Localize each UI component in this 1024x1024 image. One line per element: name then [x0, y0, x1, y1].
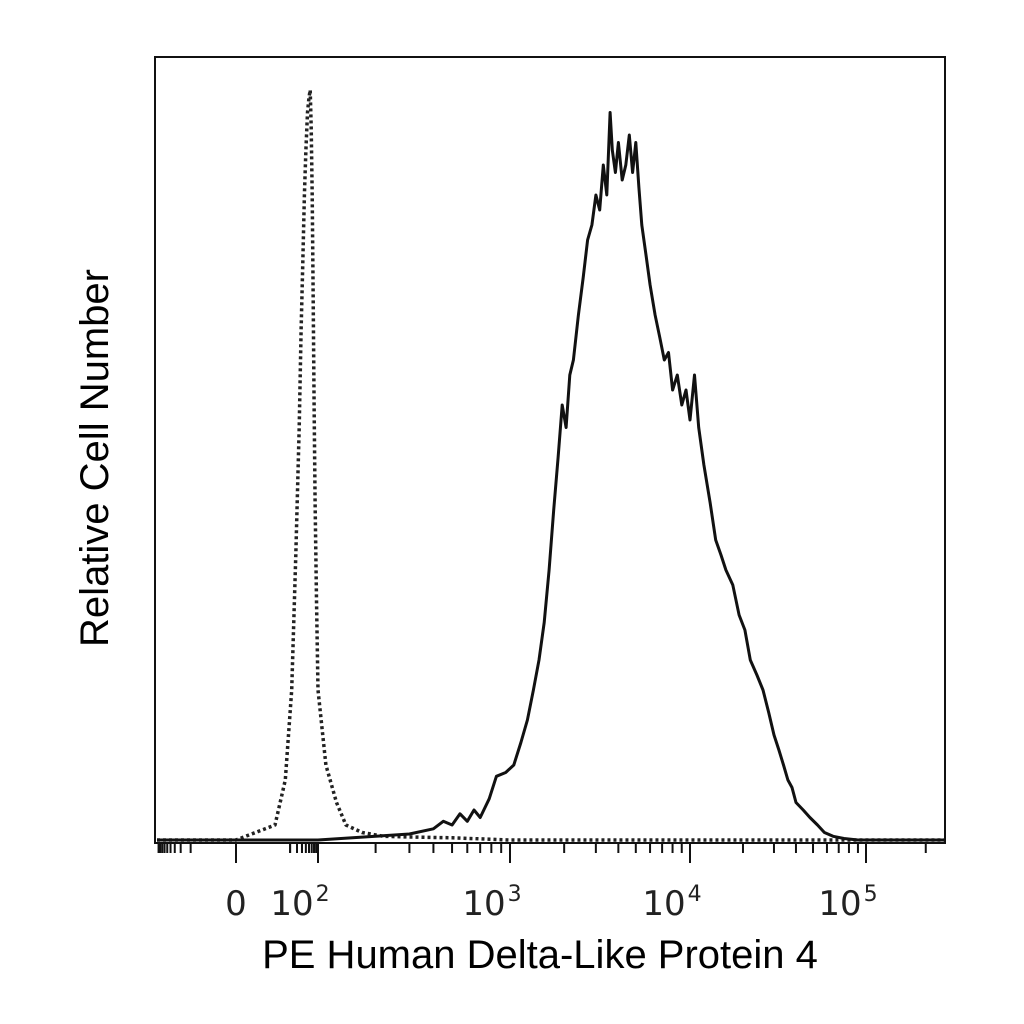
x-tick-label: 105 — [818, 882, 877, 924]
series-layer — [157, 88, 945, 842]
plot-frame — [154, 56, 946, 844]
x-tick-label-exponent: 3 — [508, 882, 522, 907]
stained-sample-series-line — [157, 111, 945, 842]
x-tick-label-base: 10 — [642, 884, 685, 924]
x-tick-label-exponent: 4 — [688, 882, 702, 907]
x-axis-tick-labels: 0 102 103 104 105 — [225, 882, 877, 924]
x-tick-label-base: 10 — [462, 884, 505, 924]
x-tick-label-exponent: 2 — [316, 882, 330, 907]
x-tick-label: 103 — [462, 882, 521, 924]
x-axis-ticks — [157, 843, 927, 863]
x-tick-label-base: 10 — [818, 884, 861, 924]
x-tick-label: 0 — [225, 884, 247, 924]
x-tick-label-base: 10 — [270, 884, 313, 924]
x-tick-label-exponent: 5 — [864, 882, 878, 907]
y-axis-label: Relative Cell Number — [73, 269, 117, 647]
x-tick-label: 102 — [270, 882, 329, 924]
x-tick-label: 104 — [642, 882, 701, 924]
x-axis-label: PE Human Delta-Like Protein 4 — [262, 933, 818, 977]
